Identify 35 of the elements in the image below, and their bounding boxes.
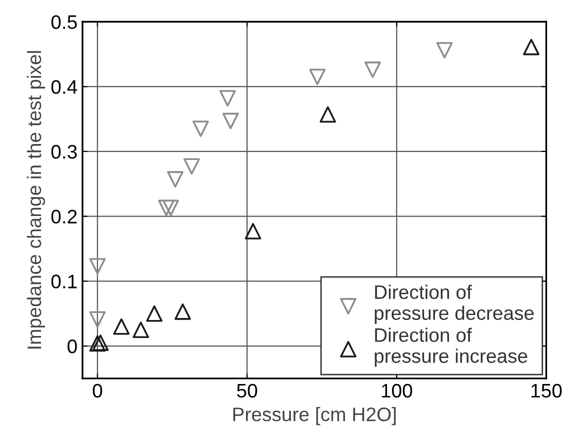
y-tick-label: 0.4 xyxy=(51,80,78,94)
x-tick-label: 150 xyxy=(532,384,562,398)
point xyxy=(89,258,106,274)
point xyxy=(174,303,191,320)
point xyxy=(89,311,106,328)
x-tick-label: 0 xyxy=(92,384,102,398)
point xyxy=(158,200,174,216)
point xyxy=(113,318,130,335)
point xyxy=(192,120,209,137)
point xyxy=(364,62,381,78)
point xyxy=(89,335,106,352)
x-tick-label: 50 xyxy=(237,384,258,398)
y-tick-label: 0.1 xyxy=(51,274,77,288)
y-axis-title: Impedance change in the test pixel xyxy=(26,51,46,349)
point xyxy=(436,42,453,58)
x-axis-title: Pressure [cm H2O] xyxy=(233,406,396,426)
point xyxy=(167,171,184,188)
legend-label: Direction of pressure decrease xyxy=(374,284,534,324)
point xyxy=(309,68,326,86)
y-tick-label: 0.3 xyxy=(51,144,77,159)
point xyxy=(244,223,262,240)
point xyxy=(146,305,162,322)
y-tick-label: 0.5 xyxy=(51,15,77,29)
point xyxy=(184,158,200,175)
x-tick-label: 100 xyxy=(382,384,412,398)
point xyxy=(132,322,150,338)
point xyxy=(320,106,336,123)
y-tick-label: 0 xyxy=(68,339,77,354)
y-tick-label: 0.2 xyxy=(51,210,77,224)
legend-label: Direction of pressure increase xyxy=(374,328,528,367)
point xyxy=(92,334,109,351)
point xyxy=(523,38,540,56)
point xyxy=(162,200,179,216)
point xyxy=(222,112,239,130)
point xyxy=(219,90,236,106)
